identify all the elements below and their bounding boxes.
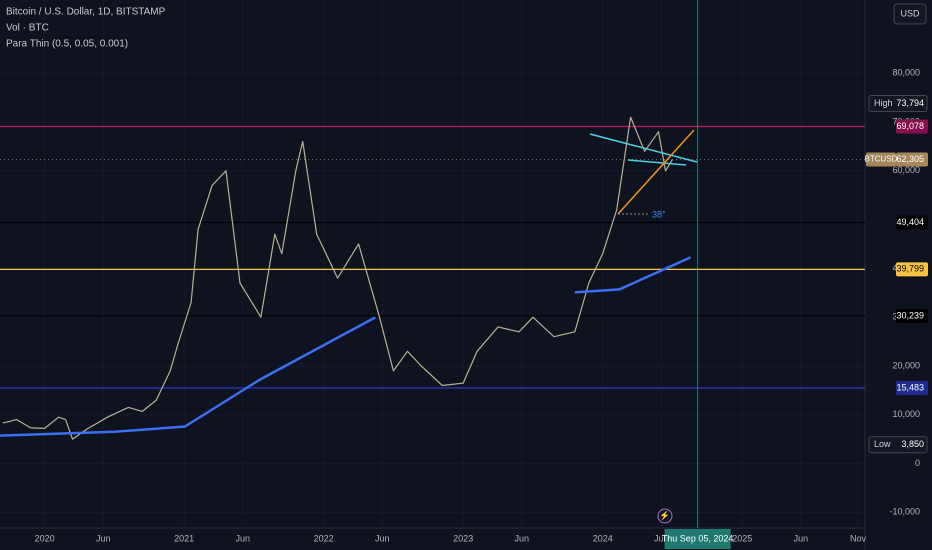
level-label-box (896, 152, 928, 167)
level-value: 30,239 (896, 310, 924, 320)
trend-line (627, 159, 687, 166)
indicator-name: Para Thin (0.5, 0.05, 0.001) (6, 39, 128, 50)
x-tick-label: Jun (654, 533, 669, 543)
y-tick-label: 80,000 (892, 68, 920, 78)
x-tick-label: 2025 (732, 533, 752, 543)
currency-label[interactable]: USD (900, 8, 920, 18)
price-line (2, 116, 674, 440)
level-value: 62,305 (896, 154, 924, 164)
currency-button[interactable] (893, 3, 927, 25)
indicator-line (0, 316, 376, 437)
chart-title: Bitcoin / U.S. Dollar, 1D, BITSTAMP (6, 7, 166, 18)
level-value: 3,850 (901, 439, 924, 449)
level-value: 73,794 (896, 98, 924, 108)
y-tick-label: 60,000 (892, 165, 920, 175)
crosshair-label-box (664, 529, 731, 549)
level-label-box (896, 309, 928, 324)
event-icon-glyph[interactable]: ⚡ (659, 509, 670, 521)
chart-subtitle: Vol · BTC (6, 23, 49, 34)
level-name: High (874, 98, 893, 108)
x-tick-label: 2021 (174, 533, 194, 543)
level-value: 39,799 (896, 264, 924, 274)
x-tick-label: Jun (236, 533, 251, 543)
x-tick-label: 2020 (35, 533, 55, 543)
level-value: 15,483 (896, 382, 924, 392)
trend-line (589, 133, 698, 163)
x-tick-label: Jun (375, 533, 390, 543)
level-label-box (896, 119, 928, 134)
y-tick-label: 10,000 (892, 409, 920, 419)
x-tick-label: 2022 (314, 533, 334, 543)
level-label-box (868, 436, 928, 454)
x-tick-label: Nov (850, 533, 867, 543)
event-icon[interactable] (657, 508, 673, 524)
y-tick-label: -10,000 (889, 507, 920, 517)
level-label-box (896, 215, 928, 230)
level-value: 49,404 (896, 217, 924, 227)
x-tick-label: Jun (96, 533, 111, 543)
angle-label: 38° (652, 209, 666, 219)
x-tick-label: 2024 (593, 533, 613, 543)
level-name: Low (874, 439, 891, 449)
level-label-box (868, 94, 928, 112)
trend-line (617, 129, 695, 215)
x-tick-label: Jun (794, 533, 809, 543)
symbol-label-box (866, 152, 896, 167)
indicator-line (574, 256, 692, 294)
plot-area (0, 0, 865, 528)
level-label-box (896, 381, 928, 396)
x-tick-label: 2023 (453, 533, 473, 543)
level-value: 69,078 (896, 121, 924, 131)
y-tick-label: 0 (915, 458, 920, 468)
x-tick-label: Jun (515, 533, 530, 543)
crosshair-label: Thu Sep 05, 2024 (662, 533, 734, 543)
y-tick-label: 20,000 (892, 360, 920, 370)
level-label-box (896, 262, 928, 277)
symbol-label: BTCUSD (865, 155, 898, 164)
